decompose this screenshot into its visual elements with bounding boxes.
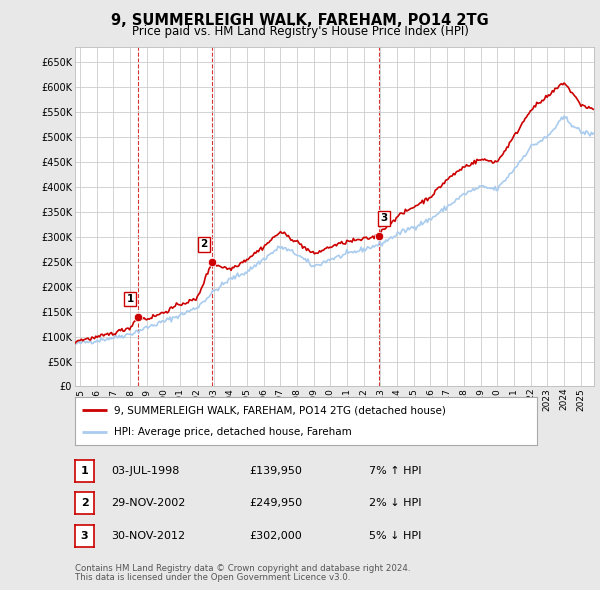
Text: 2% ↓ HPI: 2% ↓ HPI bbox=[369, 499, 421, 508]
Text: 9, SUMMERLEIGH WALK, FAREHAM, PO14 2TG (detached house): 9, SUMMERLEIGH WALK, FAREHAM, PO14 2TG (… bbox=[114, 405, 446, 415]
Text: 1: 1 bbox=[81, 466, 88, 476]
Text: Price paid vs. HM Land Registry's House Price Index (HPI): Price paid vs. HM Land Registry's House … bbox=[131, 25, 469, 38]
Text: This data is licensed under the Open Government Licence v3.0.: This data is licensed under the Open Gov… bbox=[75, 573, 350, 582]
Text: 03-JUL-1998: 03-JUL-1998 bbox=[111, 466, 179, 476]
Text: 7% ↑ HPI: 7% ↑ HPI bbox=[369, 466, 421, 476]
Text: 29-NOV-2002: 29-NOV-2002 bbox=[111, 499, 185, 508]
Text: 2: 2 bbox=[200, 240, 208, 250]
Text: 5% ↓ HPI: 5% ↓ HPI bbox=[369, 531, 421, 540]
Text: £139,950: £139,950 bbox=[249, 466, 302, 476]
Text: 30-NOV-2012: 30-NOV-2012 bbox=[111, 531, 185, 540]
Text: 1: 1 bbox=[127, 294, 134, 304]
Text: £249,950: £249,950 bbox=[249, 499, 302, 508]
Text: 3: 3 bbox=[380, 214, 388, 224]
Text: Contains HM Land Registry data © Crown copyright and database right 2024.: Contains HM Land Registry data © Crown c… bbox=[75, 565, 410, 573]
Text: 2: 2 bbox=[81, 499, 88, 508]
Text: £302,000: £302,000 bbox=[249, 531, 302, 540]
Text: 3: 3 bbox=[81, 531, 88, 540]
Text: 9, SUMMERLEIGH WALK, FAREHAM, PO14 2TG: 9, SUMMERLEIGH WALK, FAREHAM, PO14 2TG bbox=[111, 13, 489, 28]
Text: HPI: Average price, detached house, Fareham: HPI: Average price, detached house, Fare… bbox=[114, 427, 352, 437]
